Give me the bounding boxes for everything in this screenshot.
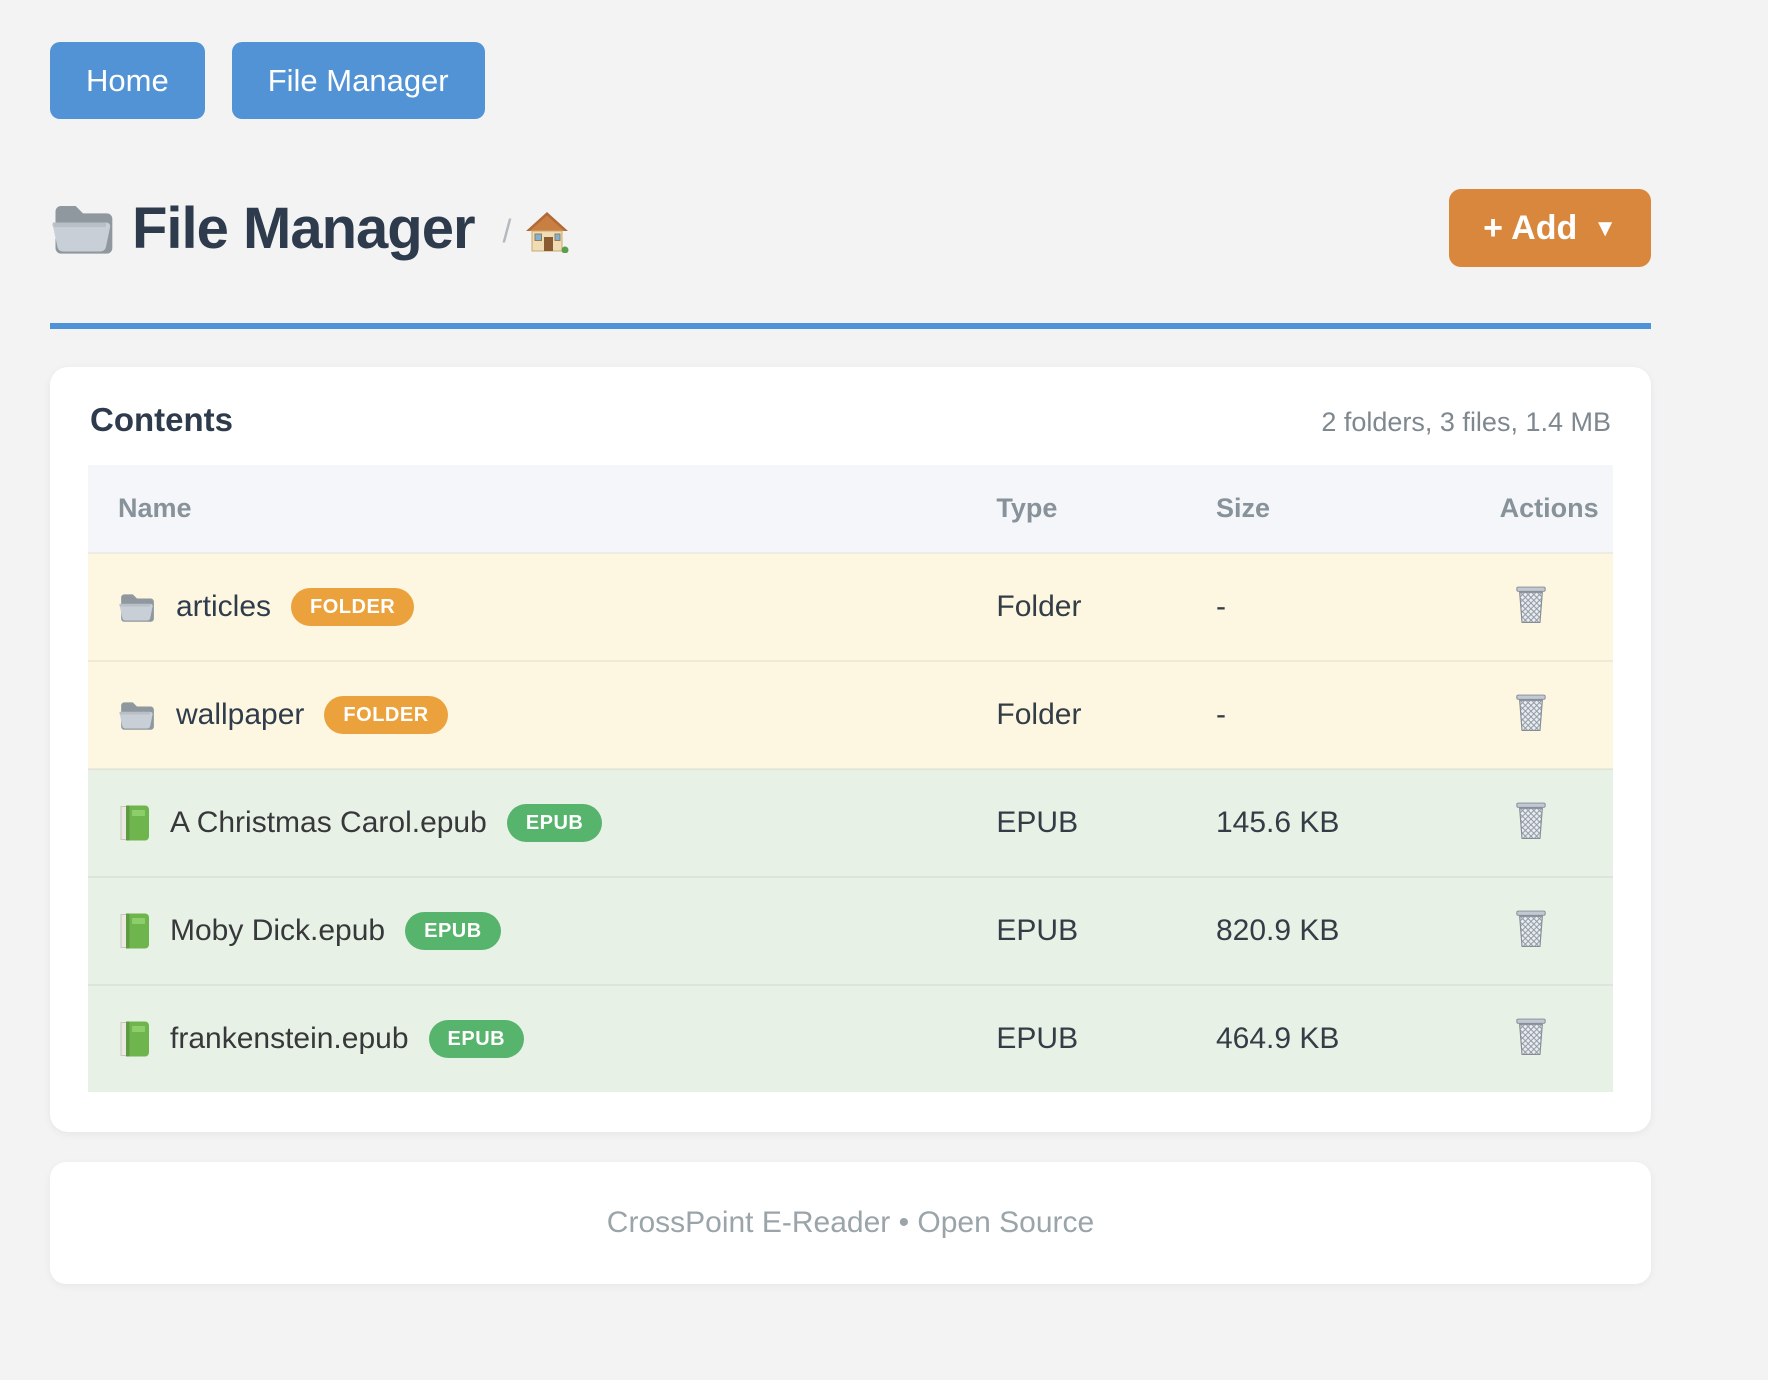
file-name[interactable]: wallpaper [176, 698, 305, 731]
contents-table-body: articles FOLDER Folder - [88, 552, 1613, 1092]
folder-icon [50, 199, 116, 257]
size-cell: 464.9 KB [1186, 984, 1470, 1092]
type-badge: FOLDER [324, 696, 448, 734]
trash-icon [1514, 910, 1548, 951]
delete-button[interactable] [1508, 798, 1554, 847]
delete-button[interactable] [1508, 582, 1554, 631]
type-badge: EPUB [428, 1020, 525, 1058]
green-book-icon [118, 805, 150, 841]
caret-down-icon: ▼ [1593, 215, 1617, 242]
trash-icon [1514, 802, 1548, 843]
page-content: Home File Manager File Manager / [50, 0, 1651, 1284]
file-name[interactable]: frankenstein.epub [170, 1022, 409, 1055]
type-cell: Folder [966, 660, 1186, 769]
contents-card: Contents 2 folders, 3 files, 1.4 MB Name… [50, 367, 1651, 1132]
contents-summary: 2 folders, 3 files, 1.4 MB [1321, 407, 1611, 437]
add-button-label: + Add [1483, 209, 1578, 247]
folder-icon [118, 699, 156, 731]
type-badge: EPUB [405, 912, 501, 950]
size-cell: - [1186, 660, 1470, 769]
breadcrumb-separator: / [502, 212, 512, 249]
size-cell: - [1186, 552, 1470, 661]
home-icon[interactable] [525, 211, 569, 254]
trash-icon [1514, 1018, 1548, 1059]
page-title: File Manager [132, 195, 476, 261]
folder-icon [118, 591, 156, 623]
add-button[interactable]: + Add ▼ [1449, 189, 1651, 267]
delete-button[interactable] [1508, 906, 1554, 955]
file-name[interactable]: A Christmas Carol.epub [170, 806, 487, 839]
table-row[interactable]: Moby Dick.epub EPUB EPUB 820.9 KB [88, 876, 1613, 985]
column-header-name: Name [88, 465, 967, 553]
column-header-actions: Actions [1469, 465, 1613, 553]
nav-home-button[interactable]: Home [50, 42, 205, 119]
table-row[interactable]: articles FOLDER Folder - [88, 552, 1613, 661]
trash-icon [1514, 586, 1548, 627]
type-badge: FOLDER [291, 588, 415, 626]
top-nav: Home File Manager [50, 0, 1651, 119]
footer-text: CrossPoint E-Reader • Open Source [606, 1206, 1095, 1239]
page-header: File Manager / + Add ▼ [50, 189, 1651, 267]
column-header-size: Size [1186, 465, 1470, 553]
table-row[interactable]: frankenstein.epub EPUB EPUB 464.9 KB [88, 984, 1613, 1092]
table-row[interactable]: wallpaper FOLDER Folder - [88, 660, 1613, 769]
type-cell: EPUB [966, 768, 1186, 877]
header-divider [50, 323, 1651, 329]
delete-button[interactable] [1508, 690, 1554, 739]
table-header: Name Type Size Actions [88, 465, 1613, 553]
type-cell: EPUB [966, 876, 1186, 985]
footer: CrossPoint E-Reader • Open Source [50, 1162, 1651, 1284]
title-group: File Manager / [50, 195, 569, 262]
size-cell: 820.9 KB [1186, 876, 1470, 985]
file-name[interactable]: Moby Dick.epub [170, 914, 386, 947]
delete-button[interactable] [1508, 1014, 1554, 1063]
size-cell: 145.6 KB [1186, 768, 1470, 877]
type-badge: EPUB [506, 804, 603, 842]
green-book-icon [118, 913, 150, 949]
type-cell: Folder [966, 552, 1186, 661]
trash-icon [1514, 694, 1548, 735]
green-book-icon [118, 1021, 150, 1057]
contents-table: Name Type Size Actions [88, 465, 1613, 1092]
column-header-type: Type [966, 465, 1186, 553]
contents-card-header: Contents 2 folders, 3 files, 1.4 MB [88, 401, 1613, 439]
nav-file-manager-button[interactable]: File Manager [231, 42, 485, 119]
table-row[interactable]: A Christmas Carol.epub EPUB EPUB 145.6 K… [88, 768, 1613, 877]
contents-title: Contents [90, 401, 233, 438]
type-cell: EPUB [966, 984, 1186, 1092]
file-name[interactable]: articles [176, 590, 272, 623]
